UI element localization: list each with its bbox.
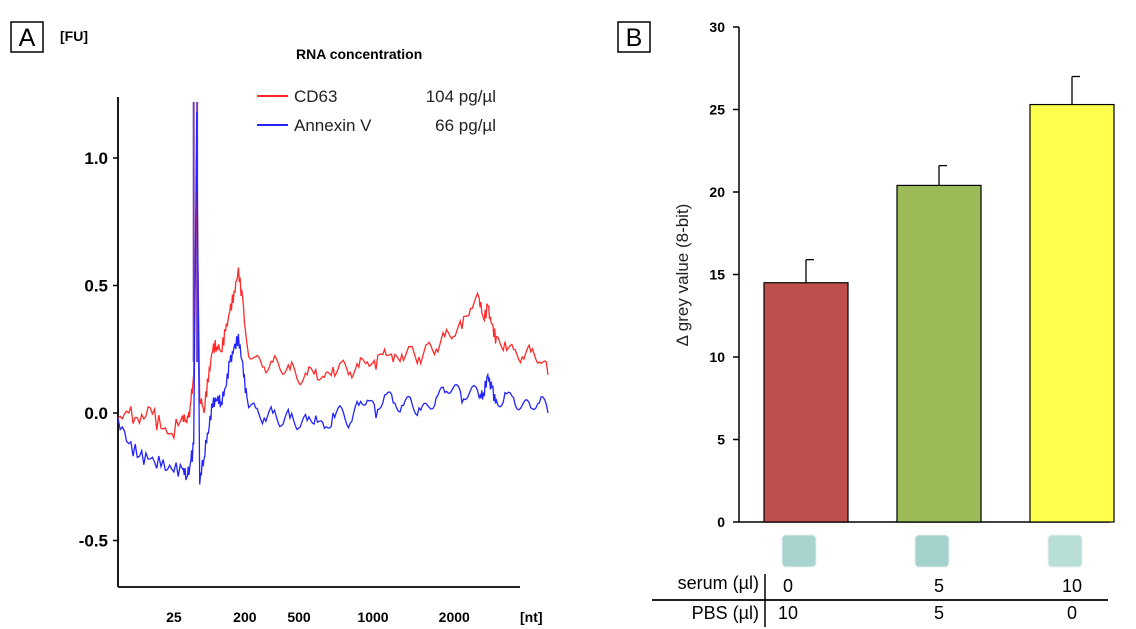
panel-a-letter: A [19, 24, 36, 52]
legend-label-cd63: CD63 [294, 87, 337, 106]
panel-b-bar-0 [763, 282, 849, 523]
panel-a-axes [117, 97, 520, 588]
panel-b-table: serum (µl) PBS (µl) [652, 573, 1108, 627]
panel-b-sample-swatch [914, 534, 950, 568]
panel-b-bar-1 [896, 184, 982, 523]
legend-label-annexin: Annexin V [294, 116, 372, 135]
panel-b-table-values: 0 5 10 10 5 0 [778, 576, 1082, 623]
table-pbs-value: 5 [934, 603, 944, 623]
panel-b-bar-2 [1029, 103, 1115, 523]
panel-b-y-tick-label: 30 [709, 19, 725, 35]
panel-a-x-ticks: 25 200 500 1000 2000 [166, 609, 470, 625]
panel-b-letter: B [626, 24, 643, 52]
panel-a-series [117, 101, 549, 485]
panel-a-x-tick-label: 2000 [439, 609, 470, 625]
legend-conc-annexin: 66 pg/µl [435, 116, 496, 135]
panel-a-y-tick-label: 0.5 [84, 277, 108, 296]
panel-b-y-tick-label: 10 [709, 349, 725, 365]
panel-b-y-ticks: 0 5 10 15 20 25 30 [709, 19, 739, 530]
panel-a-y-tick-label: 1.0 [84, 149, 108, 168]
panel-a-x-tick-label: 1000 [357, 609, 388, 625]
panel-b-bars [763, 75, 1115, 523]
panel-b-sample-swatches [781, 534, 1083, 568]
panel-a-x-tick-label: 200 [233, 609, 257, 625]
panel-b-y-tick-label: 15 [709, 267, 725, 283]
panel-a-y-tick-label: -0.5 [79, 532, 108, 551]
panel-b-y-tick-label: 5 [717, 432, 725, 448]
panel-b-sample-swatch [1047, 534, 1083, 568]
panel-b-y-tick-label: 20 [709, 184, 725, 200]
panel-a-y-unit: [FU] [60, 28, 88, 44]
table-pbs-value: 10 [778, 603, 798, 623]
panel-a-series-line-annexin-v [117, 112, 549, 485]
table-row1-label: serum (µl) [678, 573, 759, 593]
panel-a-x-tick-label: 25 [166, 609, 182, 625]
panel-a-x-unit: [nt] [520, 609, 543, 625]
panel-b-y-tick-label: 25 [709, 102, 725, 118]
panel-b-y-tick-label: 0 [717, 514, 725, 530]
table-pbs-value: 0 [1067, 603, 1077, 623]
panel-a-y-ticks: 1.0 0.5 0.0 -0.5 [79, 149, 118, 551]
table-row2-label: PBS (µl) [692, 603, 759, 623]
panel-b-y-label: Δ grey value (8-bit) [673, 204, 692, 347]
panel-a-y-tick-label: 0.0 [84, 404, 108, 423]
panel-b-sample-swatch [781, 534, 817, 568]
panel-a-box [10, 21, 44, 53]
table-serum-value: 5 [934, 576, 944, 596]
panel-b-box [617, 21, 651, 53]
table-serum-value: 10 [1062, 576, 1082, 596]
panel-a-x-tick-label: 500 [287, 609, 311, 625]
legend-conc-cd63: 104 pg/µl [426, 87, 496, 106]
legend-title: RNA concentration [296, 46, 422, 62]
panel-a-series-line-cd63 [117, 170, 549, 441]
table-serum-value: 0 [783, 576, 793, 596]
